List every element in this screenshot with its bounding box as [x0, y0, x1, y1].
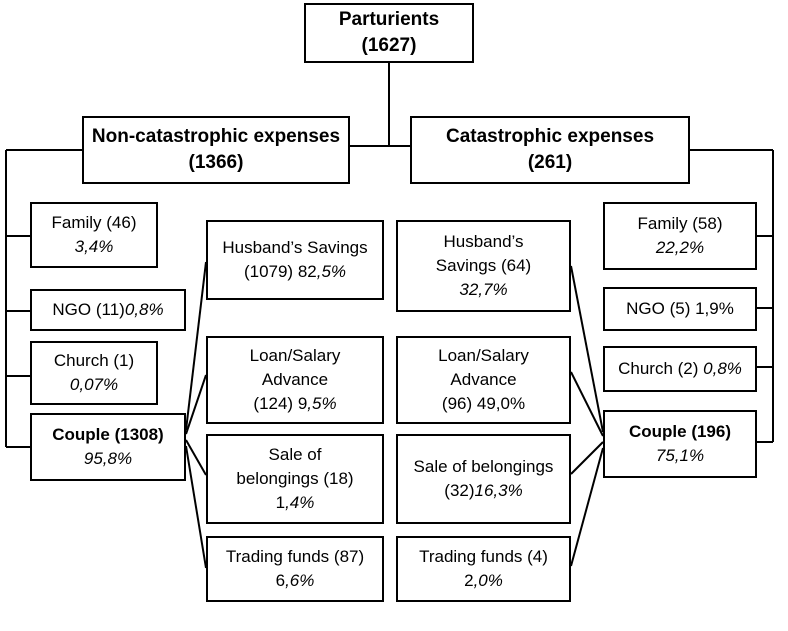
right-church-box: Church (2) 0,8% [603, 346, 757, 392]
right-loan-box: Loan/Salary Advance (96) 49,0% [396, 336, 571, 424]
left-loan-value: (124) 9,5% [253, 394, 337, 413]
right-savings-pct: 32,7% [459, 280, 508, 299]
right-ngo-box: NGO (5) 1,9% [603, 287, 757, 331]
right-trading-value: 2,0% [464, 571, 503, 590]
right-sale-label: Sale of belongings [413, 457, 554, 476]
right-trading-box: Trading funds (4) 2,0% [396, 536, 571, 602]
left-savings-label: Husband’s Savings [222, 238, 368, 257]
left-loan-box: Loan/Salary Advance (124) 9,5% [206, 336, 384, 424]
right-header-box: Catastrophic expenses (261) [410, 116, 690, 184]
left-family-box: Family (46) 3,4% [30, 202, 158, 268]
right-sale-value: (32)16,3% [444, 481, 523, 500]
right-header-count: (261) [527, 152, 573, 173]
left-sale-label2: belongings (18) [236, 469, 354, 488]
left-savings-box: Husband’s Savings (1079) 82,5% [206, 220, 384, 300]
left-couple-box: Couple (1308) 95,8% [30, 413, 186, 481]
right-header-title: Catastrophic expenses [445, 126, 655, 147]
right-savings-label1: Husband’s [443, 232, 524, 251]
left-loan-label2: Advance [261, 370, 329, 389]
left-ngo-box: NGO (11)0,8% [30, 289, 186, 331]
right-savings-label2: Savings (64) [435, 256, 532, 275]
right-trading-label: Trading funds (4) [419, 547, 548, 566]
root-title: Parturients [338, 9, 440, 30]
left-ngo-text: NGO (11)0,8% [52, 300, 164, 319]
left-sale-label1: Sale of [268, 445, 322, 464]
right-couple-label: Couple (196) [628, 422, 732, 441]
right-family-box: Family (58) 22,2% [603, 202, 757, 270]
root-count: (1627) [361, 35, 417, 56]
right-couple-box: Couple (196) 75,1% [603, 410, 757, 478]
left-family-pct: 3,4% [74, 237, 114, 256]
left-church-label: Church (1) [53, 351, 135, 370]
right-couple-pct: 75,1% [655, 446, 705, 465]
right-ngo-text: NGO (5) 1,9% [626, 299, 734, 318]
right-sale-box: Sale of belongings (32)16,3% [396, 434, 571, 524]
left-sale-value: 1,4% [275, 493, 315, 512]
left-church-box: Church (1) 0,07% [30, 341, 158, 405]
left-header-title: Non-catastrophic expenses [91, 126, 341, 147]
right-loan-value: (96) 49,0% [441, 394, 526, 413]
left-sale-box: Sale of belongings (18) 1,4% [206, 434, 384, 524]
left-header-count: (1366) [188, 152, 244, 173]
left-couple-pct: 95,8% [83, 449, 133, 468]
right-family-pct: 22,2% [655, 238, 705, 257]
left-church-pct: 0,07% [69, 375, 119, 394]
left-loan-label1: Loan/Salary [249, 346, 341, 365]
left-header-box: Non-catastrophic expenses (1366) [82, 116, 350, 184]
left-trading-box: Trading funds (87) 6,6% [206, 536, 384, 602]
right-savings-box: Husband’s Savings (64) 32,7% [396, 220, 571, 312]
right-family-label: Family (58) [637, 214, 723, 233]
right-loan-label2: Advance [450, 370, 517, 389]
left-trading-value: 6,6% [275, 571, 315, 590]
left-savings-value: (1079) 82,5% [243, 262, 347, 281]
left-family-label: Family (46) [51, 213, 137, 232]
left-couple-label: Couple (1308) [52, 425, 164, 444]
right-church-text: Church (2) 0,8% [618, 359, 742, 378]
right-loan-label1: Loan/Salary [438, 346, 529, 365]
root-node-box: Parturients (1627) [304, 3, 474, 63]
left-trading-label: Trading funds (87) [225, 547, 365, 566]
